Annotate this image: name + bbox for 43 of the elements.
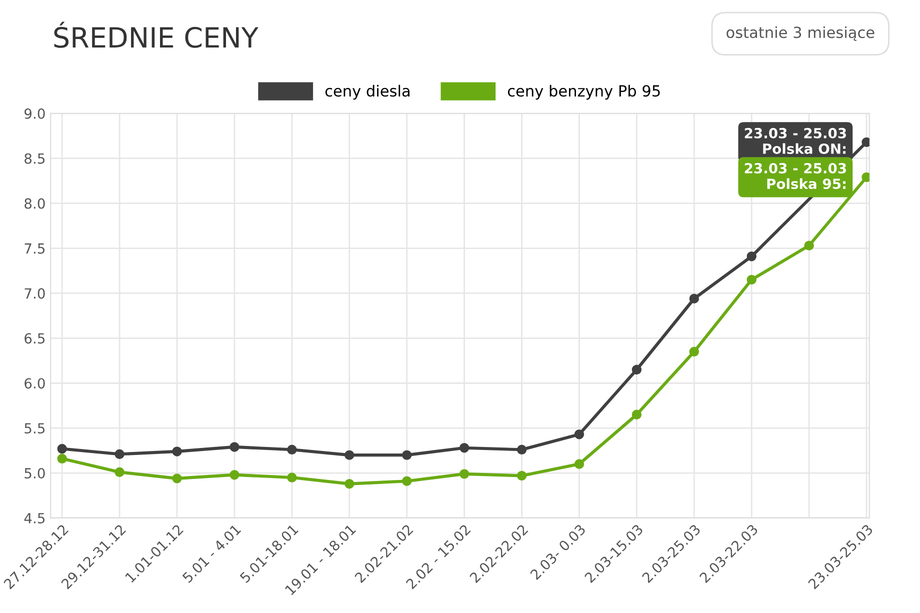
legend-label: ceny diesla — [325, 84, 410, 100]
chart-title: ŚREDNIE CENY — [54, 22, 258, 48]
y-tick-label: 5.0 — [24, 468, 45, 479]
y-tick-label: 5.5 — [24, 423, 45, 434]
point — [172, 446, 182, 456]
point — [516, 470, 527, 481]
point — [172, 474, 182, 484]
point — [746, 251, 756, 262]
point — [344, 450, 354, 460]
point — [574, 459, 584, 469]
annotation: 23.03 - 25.03 Polska ON: — [744, 128, 846, 154]
point — [230, 442, 240, 452]
point — [114, 467, 124, 477]
point — [632, 410, 642, 420]
point — [57, 444, 67, 454]
point — [287, 444, 297, 455]
y-tick-label: 6.5 — [24, 333, 45, 344]
point — [459, 442, 470, 453]
point — [344, 478, 354, 489]
point — [689, 346, 700, 357]
y-tick-label: 8.0 — [24, 198, 45, 209]
point — [402, 476, 412, 486]
legend-label: ceny benzyny Pb 95 — [508, 84, 660, 100]
point — [230, 470, 240, 480]
point — [574, 430, 584, 440]
y-tick-label: 6.0 — [24, 378, 45, 389]
point — [689, 294, 700, 304]
point — [459, 469, 470, 479]
point — [114, 449, 124, 460]
point — [402, 450, 412, 460]
point — [287, 472, 297, 482]
point — [632, 364, 642, 374]
y-tick-label: 8.5 — [24, 153, 45, 164]
y-tick-label: 4.5 — [24, 513, 45, 524]
y-tick-label: 9.0 — [24, 108, 45, 119]
point — [746, 274, 756, 285]
point — [516, 444, 527, 455]
point — [804, 240, 814, 250]
point — [57, 454, 67, 464]
text: ostatnie 3 miesiące — [726, 26, 874, 41]
annotation: 23.03 - 25.03 Polska 95: — [744, 162, 846, 190]
y-tick-label: 7.5 — [24, 243, 45, 254]
y-tick-label: 7.0 — [24, 288, 45, 299]
